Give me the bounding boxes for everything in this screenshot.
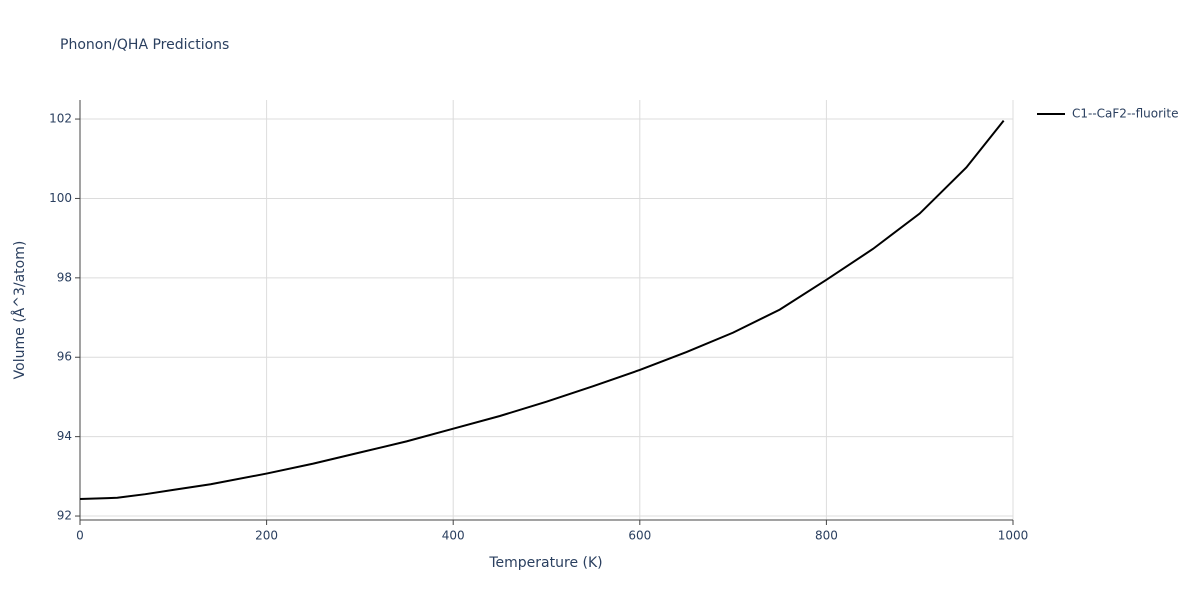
x-tick-label: 600 — [628, 529, 651, 543]
x-tick-label: 0 — [76, 529, 84, 543]
x-tick-label: 1000 — [998, 529, 1029, 543]
y-tick-label: 98 — [57, 270, 72, 284]
x-axis-label: Temperature (K) — [488, 555, 602, 571]
y-tick-label: 92 — [57, 509, 72, 523]
y-tick-label: 94 — [57, 429, 72, 443]
y-axis-label: Volume (Å^3/atom) — [11, 241, 28, 380]
x-tick-label: 400 — [442, 529, 465, 543]
chart-title: Phonon/QHA Predictions — [60, 37, 229, 53]
y-tick-label: 100 — [49, 191, 72, 205]
legend-label: C1--CaF2--fluorite — [1072, 107, 1178, 121]
x-tick-label: 800 — [815, 529, 838, 543]
y-tick-label: 96 — [57, 350, 72, 364]
data-line — [79, 120, 1005, 500]
y-tick-label: 102 — [49, 112, 72, 126]
x-tick-label: 200 — [255, 529, 278, 543]
